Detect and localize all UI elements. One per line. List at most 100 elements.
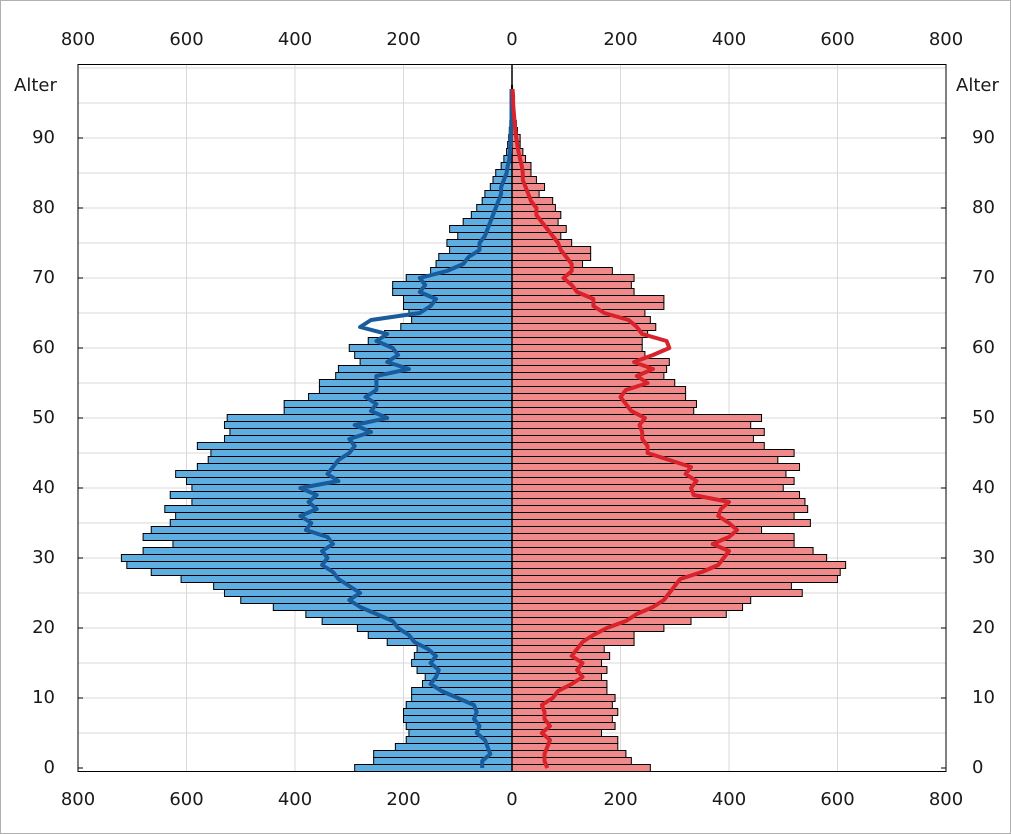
bar	[367, 337, 513, 345]
x-tick-label-top: 800	[929, 29, 963, 50]
bar	[511, 652, 611, 660]
bar	[175, 512, 513, 520]
bar	[435, 260, 513, 268]
bar	[511, 666, 608, 674]
bar	[511, 764, 651, 772]
bar	[511, 386, 687, 394]
y-tick-label-left: 60	[32, 337, 55, 358]
y-tick-label-right: 60	[972, 337, 995, 358]
bar	[511, 225, 567, 233]
bar	[511, 428, 765, 436]
bar	[511, 715, 613, 723]
bar	[511, 645, 605, 653]
y-tick-label-left: 40	[32, 477, 55, 498]
bar	[511, 344, 643, 352]
bar	[511, 484, 784, 492]
bar	[356, 624, 513, 632]
bar	[223, 589, 513, 597]
bar	[511, 498, 806, 506]
bar	[511, 680, 608, 688]
x-tick-label-top: 0	[506, 29, 517, 50]
bar	[223, 435, 513, 443]
bar	[511, 379, 676, 387]
x-tick-label-bottom: 600	[169, 789, 203, 810]
line	[510, 88, 740, 769]
bar	[511, 512, 795, 520]
bar	[511, 694, 616, 702]
x-tick-label-bottom: 200	[603, 789, 637, 810]
x-tick-label-bottom: 800	[61, 789, 95, 810]
bar	[511, 659, 603, 667]
bar	[511, 470, 787, 478]
bar	[449, 225, 513, 233]
bar	[511, 337, 643, 345]
bar	[283, 400, 513, 408]
bar	[511, 617, 692, 625]
bar	[511, 708, 619, 716]
bar	[411, 687, 513, 695]
x-tick-label-top: 800	[61, 29, 95, 50]
bar	[318, 379, 513, 387]
y-tick-label-right: 10	[972, 687, 995, 708]
x-tick-label-top: 600	[169, 29, 203, 50]
bar	[511, 302, 665, 310]
x-tick-label-top: 400	[278, 29, 312, 50]
bar	[511, 253, 592, 261]
bar	[511, 533, 795, 541]
y-tick-label-right: 40	[972, 477, 995, 498]
bar	[354, 764, 513, 772]
bar	[511, 631, 635, 639]
bar	[180, 575, 513, 583]
y-tick-label-right: 50	[972, 407, 995, 428]
bar	[511, 736, 619, 744]
bar	[511, 246, 592, 254]
bar	[384, 330, 513, 338]
bar	[392, 288, 513, 296]
bar	[511, 638, 635, 646]
y-tick-label-left: 70	[32, 267, 55, 288]
y-axis-label-right: Alter	[956, 75, 999, 96]
bar	[511, 267, 613, 275]
bar	[164, 505, 513, 513]
bar	[354, 351, 513, 359]
bar	[392, 281, 513, 289]
y-tick-label-left: 90	[32, 127, 55, 148]
bar	[175, 470, 513, 478]
bar	[403, 708, 513, 716]
bar	[403, 715, 513, 723]
bar	[511, 589, 803, 597]
bar	[511, 330, 649, 338]
y-tick-label-left: 10	[32, 687, 55, 708]
bar	[305, 610, 513, 618]
bar	[511, 309, 646, 317]
bar	[511, 519, 811, 527]
bar	[348, 344, 513, 352]
x-tick-label-top: 200	[386, 29, 420, 50]
bar	[207, 456, 513, 464]
bar	[511, 624, 665, 632]
bar	[511, 673, 603, 681]
bar	[511, 442, 765, 450]
bar	[511, 400, 697, 408]
bar	[308, 393, 513, 401]
y-tick-label-left: 80	[32, 197, 55, 218]
bar	[335, 372, 513, 380]
bar	[394, 743, 513, 751]
bar	[405, 701, 513, 709]
bar	[511, 596, 752, 604]
y-tick-label-right: 80	[972, 197, 995, 218]
bar	[511, 701, 613, 709]
bar	[403, 302, 513, 310]
bar	[511, 477, 795, 485]
bar	[411, 659, 513, 667]
x-tick-label-bottom: 600	[820, 789, 854, 810]
bar	[511, 393, 687, 401]
bar	[400, 323, 513, 331]
bar	[318, 386, 513, 394]
bar	[172, 540, 513, 548]
bar	[416, 666, 513, 674]
y-tick-label-left: 0	[44, 757, 55, 778]
bar	[240, 596, 513, 604]
x-tick-label-top: 600	[820, 29, 854, 50]
